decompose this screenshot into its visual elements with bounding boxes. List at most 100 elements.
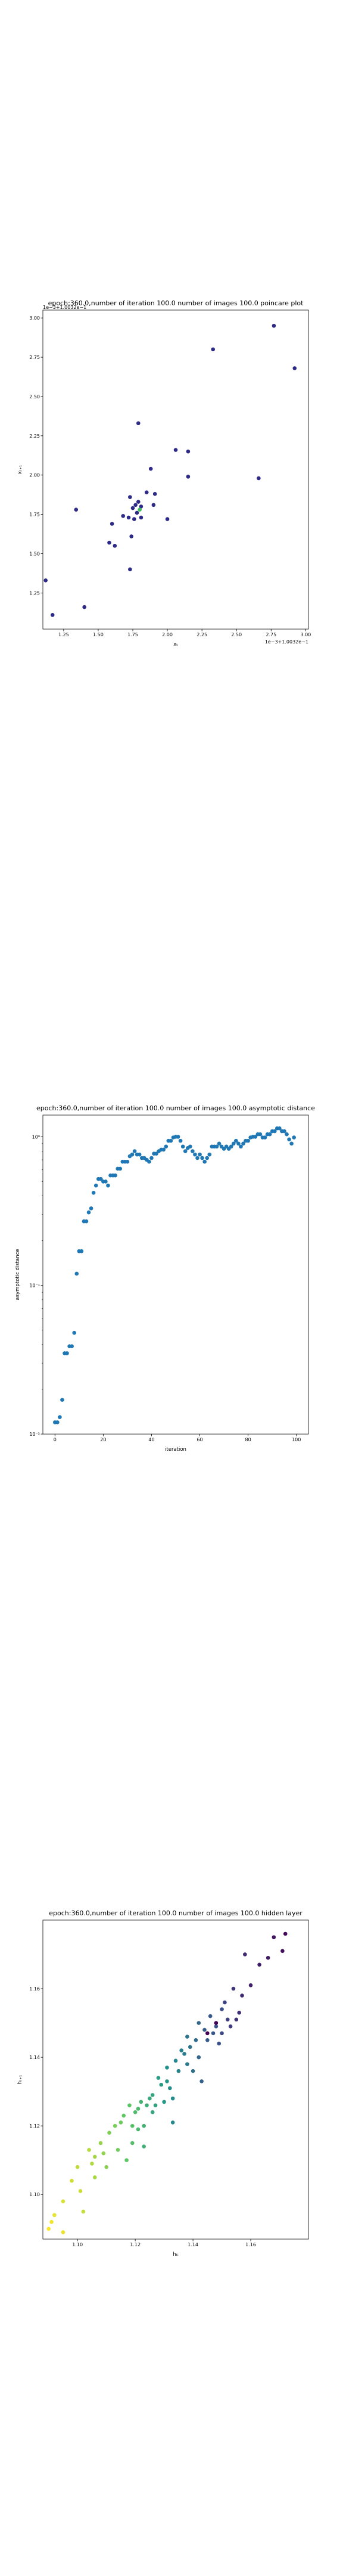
- scatter-point: [135, 510, 139, 515]
- scatter-point: [121, 513, 126, 518]
- scatter-point: [139, 504, 144, 509]
- scatter-point: [289, 1141, 294, 1146]
- y-tick-label: 10⁻²: [29, 1432, 40, 1437]
- scatter-point: [170, 2096, 175, 2101]
- scatter-point: [136, 2127, 141, 2132]
- scatter-point: [243, 1952, 247, 1956]
- scatter-point: [266, 1955, 270, 1960]
- scatter-point: [142, 2123, 146, 2128]
- scatter-point: [113, 544, 117, 548]
- scatter-point: [49, 2219, 54, 2224]
- scatter-point: [179, 2048, 183, 2052]
- scatter-point: [107, 540, 111, 545]
- scatter-point: [169, 1138, 173, 1143]
- scatter-point: [153, 2103, 158, 2107]
- scatter-point: [139, 2100, 144, 2104]
- scatter-point: [148, 2096, 152, 2101]
- scatter-point: [199, 2079, 204, 2083]
- scatter-point: [239, 1144, 243, 1149]
- scatter-point: [195, 1156, 199, 1160]
- scatter-point: [106, 1183, 110, 1188]
- scatter-point: [81, 2209, 86, 2214]
- y-tick-label: 2.25: [29, 434, 40, 439]
- y-tick-label: 10⁻¹: [29, 1283, 40, 1289]
- y-axis-label: xₜ₊₁: [17, 465, 23, 474]
- scatter-point: [70, 2178, 74, 2183]
- scatter-point: [263, 1135, 267, 1140]
- scatter-point: [282, 1129, 286, 1134]
- x-tick-label: 1.14: [188, 2242, 198, 2247]
- scatter-point: [194, 2038, 198, 2042]
- scatter-point: [164, 1144, 169, 1149]
- plot-frame: [42, 309, 309, 630]
- x-tick-label: 100: [292, 1437, 301, 1442]
- scatter-point: [186, 449, 191, 454]
- scatter-point: [101, 2151, 106, 2156]
- x-offset-text: 1e−3+1.0032e−1: [265, 639, 308, 645]
- scatter-point: [98, 2141, 103, 2145]
- scatter-point: [132, 517, 136, 521]
- x-tick-label: 80: [245, 1437, 251, 1442]
- scatter-point: [182, 2052, 186, 2056]
- scatter-point: [151, 503, 156, 507]
- scatter-point: [86, 1210, 91, 1215]
- scatter-point: [214, 2024, 219, 2029]
- scatter-point: [121, 2113, 126, 2118]
- scatter-point: [78, 2189, 83, 2193]
- scatter-point: [60, 1398, 64, 1402]
- scatter-point: [220, 2031, 224, 2036]
- scatter-point: [165, 2066, 169, 2070]
- scatter-point: [183, 1149, 188, 1153]
- plot-frame: [42, 1114, 309, 1435]
- scatter-point: [211, 347, 216, 352]
- y-tick-label: 1.14: [29, 2055, 40, 2060]
- scatter-point: [138, 507, 142, 512]
- scatter-point: [43, 578, 48, 583]
- scatter-point: [185, 2062, 189, 2066]
- figure-poincare: epoch:360.0,number of iteration 100.0 nu…: [0, 292, 343, 674]
- scatter-point: [188, 1144, 192, 1149]
- scatter-point: [149, 1156, 154, 1160]
- scatter-point: [118, 1166, 123, 1171]
- scatter-point: [150, 2110, 155, 2114]
- scatter-point: [214, 1144, 219, 1149]
- scatter-point: [197, 2055, 201, 2060]
- y-tick-label: 1.10: [29, 2192, 40, 2197]
- y-tick-label: 1.16: [29, 1986, 40, 1992]
- scatter-point: [129, 534, 133, 538]
- y-tick-label: 3.00: [29, 315, 40, 321]
- scatter-point: [232, 1141, 236, 1146]
- scatter-point: [272, 324, 276, 328]
- x-tick-label: 1.75: [127, 632, 138, 637]
- scatter-point: [133, 503, 138, 507]
- y-axis-label: hₜ₊₁: [17, 2075, 23, 2085]
- scatter-point: [92, 2154, 97, 2159]
- chart-title: epoch:360.0,number of iteration 100.0 nu…: [49, 1909, 303, 1917]
- scatter-point: [207, 1152, 212, 1157]
- scatter-point: [205, 1156, 210, 1160]
- scatter-point: [159, 2082, 164, 2087]
- scatter-point: [55, 1420, 60, 1425]
- scatter-point: [154, 1151, 158, 1156]
- scatter-point: [234, 2017, 239, 2022]
- y-tick-label: 1.25: [29, 590, 40, 596]
- scatter-point: [128, 567, 132, 572]
- scatter-point: [142, 2144, 146, 2148]
- scatter-point: [176, 2069, 181, 2073]
- scatter-point: [292, 1135, 296, 1140]
- scatter-point: [214, 2021, 219, 2025]
- scatter-point: [208, 2014, 213, 2018]
- scatter-point: [91, 1191, 96, 1195]
- scatter-point: [119, 2120, 123, 2125]
- scatter-point: [50, 612, 55, 617]
- figure-asymptotic-distance: epoch:360.0,number of iteration 100.0 nu…: [0, 1097, 343, 1479]
- chart-title: epoch:360.0,number of iteration 100.0 nu…: [36, 1104, 315, 1112]
- scatter-point: [148, 466, 153, 471]
- scatter-point: [147, 1159, 151, 1164]
- scatter-point: [92, 2175, 97, 2179]
- x-tick-label: 2.75: [266, 632, 276, 637]
- x-tick-label: 1.16: [245, 2242, 256, 2247]
- scatter-point: [272, 1935, 276, 1940]
- x-tick-label: 1.50: [93, 632, 104, 637]
- scatter-point: [99, 1176, 103, 1181]
